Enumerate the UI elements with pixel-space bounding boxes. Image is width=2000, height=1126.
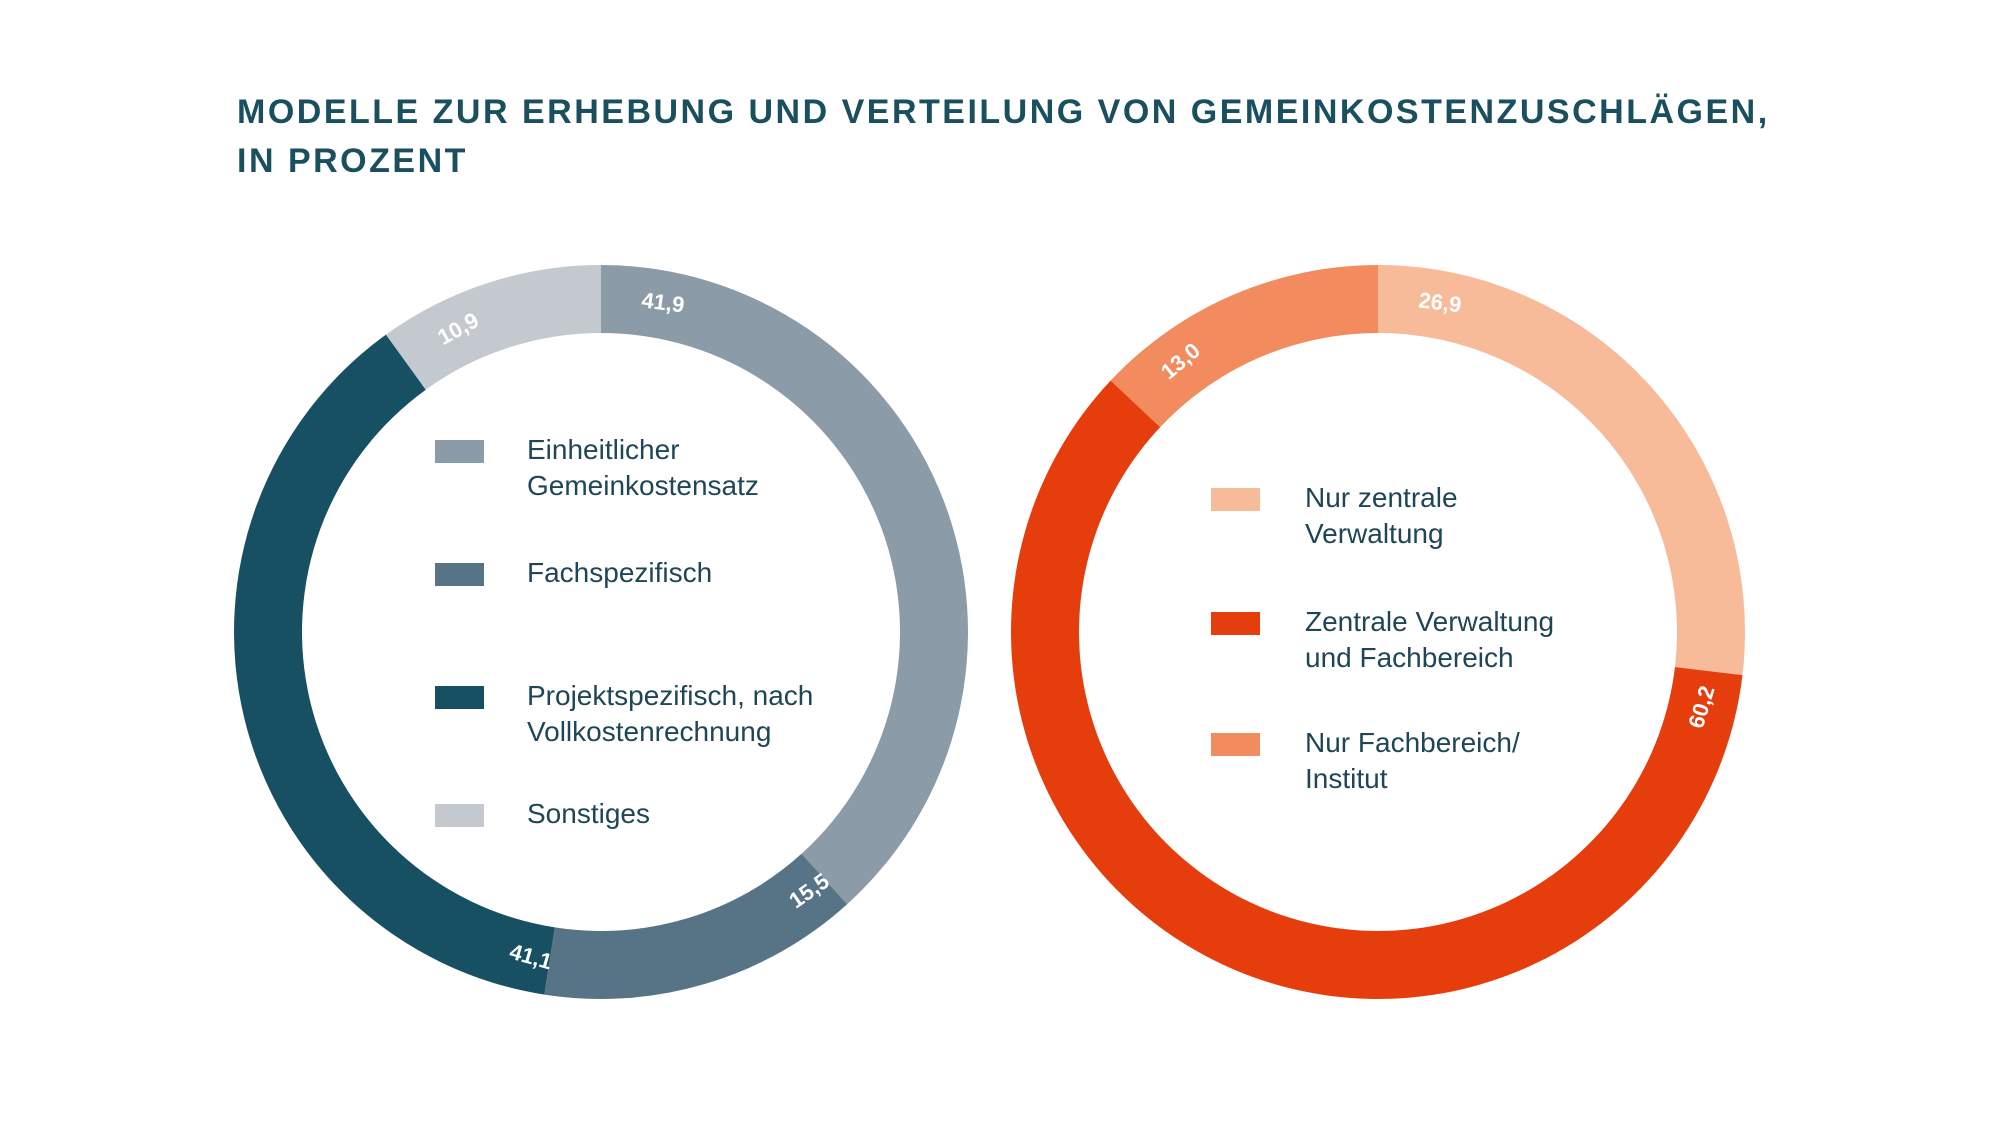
donut-1-legend-swatch-1 (435, 440, 484, 463)
legend-label-line: Gemeinkostensatz (527, 470, 759, 501)
legend-label-line: Nur Fachbereich/ (1305, 727, 1520, 758)
donut-1-slice-3 (234, 334, 555, 995)
chart-title-line-1: MODELLE ZUR ERHEBUNG UND VERTEILUNG VON … (237, 93, 1770, 131)
donut-1-legend-label-1: Einheitlicher Gemeinkostensatz (527, 432, 759, 504)
donut-2-slice-1 (1378, 265, 1745, 676)
donut-2-slice-2 (1010, 380, 1743, 1000)
donut-1-legend-swatch-3 (435, 686, 484, 709)
legend-label-line: Zentrale Verwaltung (1305, 606, 1555, 637)
legend-label-line: Projektspezifisch, nach (527, 680, 814, 711)
donut-1-legend-label-2: Fachspezifisch (527, 555, 712, 591)
legend-label-line: Sonstiges (527, 798, 650, 829)
legend-label-line: Nur zentrale (1305, 482, 1458, 513)
donut-1-slice-4 (385, 265, 601, 390)
donut-1-slice-2 (544, 853, 848, 1000)
legend-label-line: Vollkostenrechnung (527, 716, 772, 747)
legend-label-line: Verwaltung (1305, 518, 1444, 549)
donut-2-legend-swatch-2 (1211, 612, 1260, 635)
donut-2-legend-label-1: Nur zentrale Verwaltung (1305, 480, 1458, 552)
donut-1-legend-swatch-2 (435, 563, 484, 586)
donut-1-legend-swatch-4 (435, 804, 484, 827)
chart-title-line-2: IN PROZENT (237, 142, 468, 180)
donut-2-legend-swatch-1 (1211, 488, 1260, 511)
donut-1-legend-label-4: Sonstiges (527, 796, 650, 832)
donut-2-legend-swatch-3 (1211, 733, 1260, 756)
donut-2-value-label-1: 26,9 (1417, 287, 1463, 317)
donut-1-slice-1 (601, 265, 969, 905)
legend-label-line: Institut (1305, 763, 1388, 794)
legend-label-line: und Fachbereich (1305, 642, 1514, 673)
legend-label-line: Fachspezifisch (527, 557, 713, 588)
donut-2-legend-label-2: Zentrale Verwaltung und Fachbereich (1305, 604, 1554, 676)
donut-2-legend-label-3: Nur Fachbereich/Institut (1305, 725, 1520, 797)
legend-label-line: Einheitlicher (527, 434, 680, 465)
donut-1-legend-label-3: Projektspezifisch, nach Vollkostenrechnun… (527, 678, 813, 750)
chart-title: MODELLE ZUR ERHEBUNG UND VERTEILUNG VON … (237, 88, 1770, 186)
donut-2-slice-3 (1110, 265, 1378, 428)
donut-1-value-label-1: 41,9 (640, 287, 686, 317)
